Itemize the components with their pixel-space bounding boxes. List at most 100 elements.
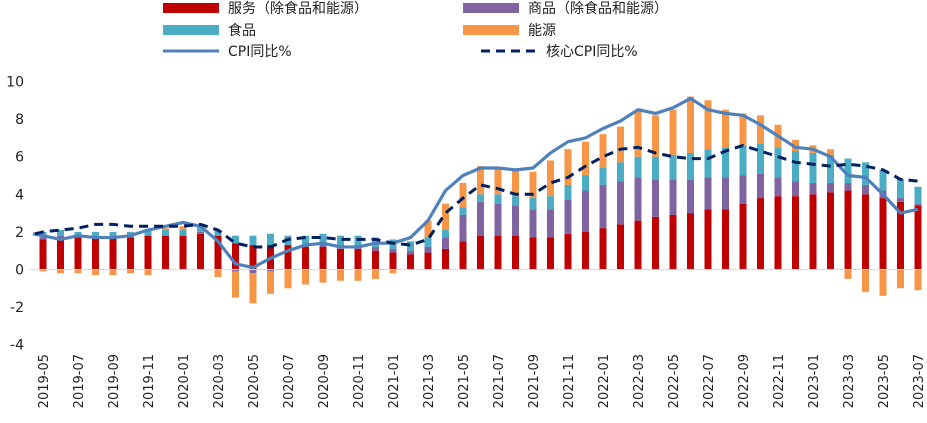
- bar-segment-1: [389, 248, 397, 253]
- bar-segment-3: [57, 269, 64, 274]
- lines: [32, 96, 919, 270]
- legend-item-services: 服务（除食品和能源）: [163, 0, 368, 17]
- bar-segment-2: [57, 230, 64, 236]
- bar-segment-2: [477, 194, 484, 202]
- bar-segment-1: [564, 199, 572, 234]
- bar-segment-1: [809, 183, 817, 195]
- bar-segment-2: [669, 154, 677, 180]
- legend-item-core-cpi: 核心CPI同比%: [481, 44, 638, 60]
- bar-segment-3: [389, 269, 397, 274]
- bar-segment-1: [652, 179, 659, 217]
- x-tick-label: 2023-03: [842, 354, 857, 408]
- bar-segment-1: [617, 181, 624, 225]
- bar-segment-3: [687, 96, 694, 153]
- bar-segment-2: [599, 167, 607, 185]
- bar-segment-2: [74, 231, 82, 236]
- bar-segment-0: [897, 201, 904, 270]
- bar-segment-2: [652, 156, 659, 180]
- x-tick-label: 2020-09: [317, 354, 332, 408]
- bar-segment-0: [389, 252, 397, 270]
- bar-segment-1: [827, 183, 834, 193]
- bar-segment-0: [459, 241, 467, 270]
- bar-segment-3: [284, 269, 292, 289]
- bar-segment-3: [74, 269, 82, 274]
- bar-segment-3: [634, 109, 642, 157]
- x-tick-label: 2020-01: [177, 354, 192, 408]
- bar-segment-1: [372, 246, 379, 251]
- x-tick-label: 2021-11: [562, 354, 577, 408]
- bar-segment-3: [704, 100, 712, 150]
- bar-segment-3: [232, 271, 239, 298]
- bar-segment-1: [57, 235, 64, 238]
- bar-segment-1: [844, 183, 852, 191]
- bar-segment-2: [844, 158, 852, 184]
- bar-segment-0: [109, 237, 117, 270]
- bar-segment-3: [494, 167, 502, 195]
- bar-segment-2: [722, 147, 729, 178]
- bar-segment-3: [599, 134, 607, 168]
- legend: 服务（除食品和能源） 商品（除食品和能源） 食品 能源 CPI同比% 核心CPI…: [163, 0, 668, 60]
- x-tick-label: 2019-11: [142, 354, 157, 408]
- bar-segment-0: [232, 243, 239, 270]
- bar-segment-0: [424, 252, 432, 270]
- legend-label-core-cpi: 核心CPI同比%: [546, 44, 638, 60]
- bar-segment-3: [897, 269, 904, 289]
- bar-segment-3: [179, 226, 187, 231]
- bar-segment-3: [914, 269, 922, 291]
- bar-segment-0: [652, 216, 659, 270]
- x-tick-label: 2021-05: [457, 354, 472, 408]
- bar-segment-1: [512, 205, 519, 236]
- bar-segment-0: [844, 190, 852, 270]
- bar-segment-3: [39, 269, 47, 272]
- bar-segment-2: [302, 235, 309, 246]
- bar-segment-0: [862, 194, 869, 270]
- bar-segment-3: [862, 269, 869, 293]
- bar-segment-0: [162, 235, 169, 270]
- x-tick-label: 2022-01: [597, 354, 612, 408]
- bar-segment-0: [214, 235, 222, 270]
- bar-segment-1: [792, 181, 799, 197]
- x-tick-label: 2022-03: [632, 354, 647, 408]
- bar-segment-3: [319, 269, 327, 283]
- bar-segment-2: [337, 235, 344, 246]
- bar-segment-0: [617, 224, 624, 270]
- bar-segment-3: [669, 109, 677, 155]
- bar-segment-3: [844, 269, 852, 279]
- legend-swatch-food: [163, 25, 219, 35]
- bar-segment-0: [704, 209, 712, 270]
- bar-segment-0: [599, 228, 607, 270]
- bar-segment-0: [739, 203, 747, 270]
- bar-segment-0: [529, 237, 537, 270]
- y-tick-label: 4: [15, 187, 24, 203]
- x-axis: 2019-05 2019-07 2019-09 2019-11 2020-01 2020-…: [37, 354, 927, 408]
- bar-segment-0: [809, 194, 817, 270]
- bar-segment-0: [669, 214, 677, 270]
- bar-segment-2: [809, 152, 817, 184]
- y-tick-label: 6: [15, 150, 24, 166]
- bar-segment-2: [109, 231, 117, 238]
- bar-segment-0: [757, 198, 764, 270]
- bar-segment-2: [757, 143, 764, 174]
- bar-segment-2: [897, 179, 904, 199]
- bar-segment-3: [337, 269, 344, 281]
- bar-segment-2: [512, 196, 519, 206]
- y-tick-label: 10: [6, 75, 24, 91]
- y-tick-label: 2: [15, 225, 24, 241]
- bar-segment-2: [319, 233, 327, 244]
- bar-segment-1: [494, 203, 502, 236]
- bar-segment-0: [879, 198, 887, 270]
- bar-segment-2: [494, 194, 502, 204]
- y-axis: -4 -2 0 2 4 6 8 10: [6, 75, 24, 354]
- x-tick-label: 2019-05: [37, 354, 52, 408]
- bar-segment-0: [687, 213, 694, 270]
- bar-segment-3: [424, 220, 432, 238]
- bar-segment-0: [792, 196, 799, 270]
- bar-segment-1: [914, 203, 922, 206]
- bar-segment-2: [879, 169, 887, 191]
- bar-segment-1: [704, 177, 712, 210]
- x-tick-label: 2019-07: [72, 354, 87, 408]
- bar-segment-2: [704, 149, 712, 178]
- bar-segment-3: [547, 160, 554, 197]
- bar-segment-2: [792, 151, 799, 182]
